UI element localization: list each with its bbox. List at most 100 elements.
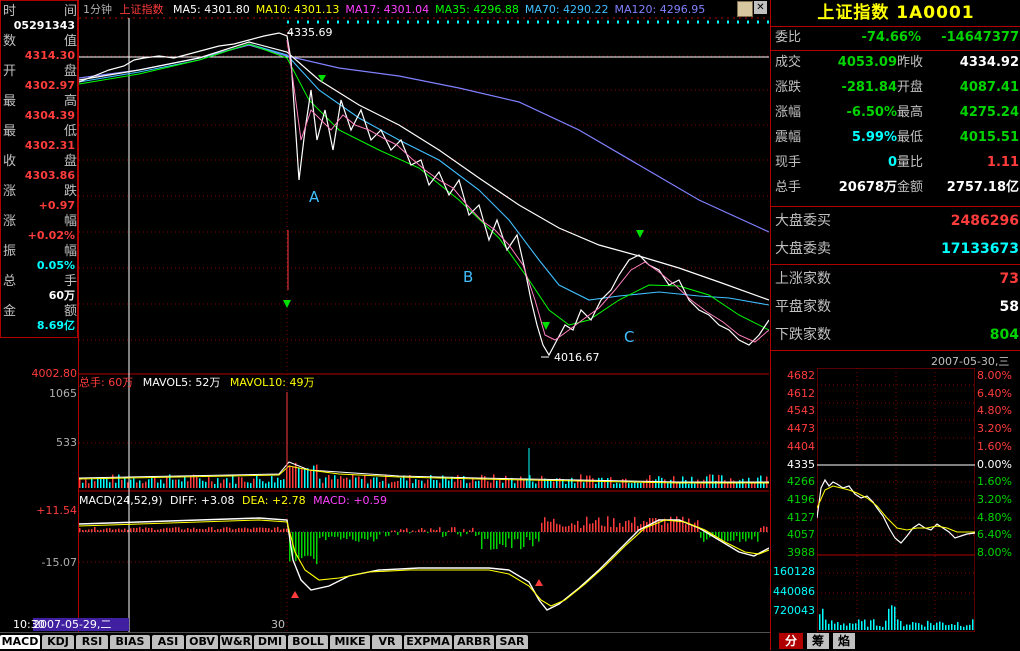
tab-yan[interactable]: 焰	[833, 633, 855, 649]
breadth-value: 804	[990, 321, 1019, 349]
x-time-label: 30	[271, 618, 285, 631]
high-label: 4335.69	[287, 26, 333, 40]
dapan-label: 大盘委卖	[775, 235, 831, 263]
tab-obv[interactable]: OBV	[186, 635, 218, 649]
mini-pct-tick: 6.40%	[977, 388, 1017, 399]
quote-label: 总手	[775, 177, 801, 199]
tab-bias[interactable]: BIAS	[110, 635, 150, 649]
dapan-row: 大盘委买 2486296	[771, 207, 1020, 235]
x-date-label: 2007-05-29,二	[33, 618, 129, 631]
quote-value: 1.11	[987, 152, 1019, 174]
mini-pct-tick: 4.80%	[977, 405, 1017, 416]
volume-header: 总手: 60万 MAVOL5: 52万 MAVOL10: 49万	[79, 376, 314, 390]
tab-arbr[interactable]: ARBR	[454, 635, 494, 649]
mini-price-tick: 4473	[773, 423, 815, 434]
tab-chouma[interactable]: 筹	[807, 633, 829, 649]
quote-label: 最高	[897, 102, 923, 124]
info-value: 8.69亿	[1, 318, 75, 333]
mini-price-tick: 4612	[773, 388, 815, 399]
vol-tick: 1065	[1, 388, 77, 400]
tab-mike[interactable]: MIKE	[330, 635, 370, 649]
mini-vol-tick: 160128	[773, 566, 815, 577]
mini-price-tick: 4682	[773, 370, 815, 381]
info-value: 05291343	[1, 18, 75, 33]
quote-label: 现手	[775, 152, 801, 174]
mini-pct-tick: 4.80%	[977, 512, 1017, 523]
price-scale-top: 4002.80	[1, 368, 77, 380]
breadth-row: 上涨家数 73	[771, 265, 1020, 293]
quote-row: 成交 4053.09 昨收 4334.92	[771, 52, 1020, 74]
tab-kdj[interactable]: KDJ	[42, 635, 74, 649]
breadth-value: 73	[1000, 265, 1019, 293]
wave-label-a: A	[309, 188, 319, 206]
tab-boll[interactable]: BOLL	[288, 635, 328, 649]
mini-vol-tick: 440086	[773, 586, 815, 597]
quote-value: 0	[888, 152, 897, 174]
mini-pct-tick: 8.00%	[977, 370, 1017, 381]
macd-tick: +11.54	[1, 505, 77, 517]
quote-value: 4275.24	[960, 102, 1019, 124]
vol-tick: 533	[1, 437, 77, 449]
dapan-label: 大盘委买	[775, 207, 831, 235]
wave-label-b: B	[463, 268, 473, 286]
kline-chart[interactable]	[79, 0, 769, 632]
mini-price-tick: 4057	[773, 529, 815, 540]
weibi-pct: -74.66%	[861, 27, 921, 49]
info-value: +0.97	[1, 198, 75, 213]
quote-label: 涨跌	[775, 77, 801, 99]
tab-fenshi[interactable]: 分	[779, 633, 803, 649]
mini-price-tick: 4127	[773, 512, 815, 523]
dapan-value: 17133673	[941, 235, 1019, 263]
breadth-row: 平盘家数 58	[771, 293, 1020, 321]
breadth-label: 上涨家数	[775, 265, 831, 293]
quote-value: 20678万	[839, 177, 897, 199]
tab-expma[interactable]: EXPMA	[404, 635, 452, 649]
tab-rsi[interactable]: RSI	[76, 635, 108, 649]
mini-pct-tick: 1.60%	[977, 476, 1017, 487]
mini-price-tick: 4266	[773, 476, 815, 487]
quote-row: 现手 0 量比 1.11	[771, 152, 1020, 174]
breadth-value: 58	[1000, 293, 1019, 321]
breadth-label: 平盘家数	[775, 293, 831, 321]
mini-price-tick: 4196	[773, 494, 815, 505]
mini-pct-tick: 3.20%	[977, 423, 1017, 434]
quote-row: 震幅 5.99% 最低 4015.51	[771, 127, 1020, 149]
info-value: 4302.31	[1, 138, 75, 153]
macd-params: MACD(24,52,9)	[79, 494, 163, 507]
weibi-diff: -14647377	[941, 27, 1019, 49]
tab-macd[interactable]: MACD	[0, 635, 40, 649]
quote-value: -6.50%	[847, 102, 898, 124]
tab-dmi[interactable]: DMI	[254, 635, 286, 649]
breadth-label: 下跌家数	[775, 321, 831, 349]
macd-value: MACD: +0.59	[313, 494, 387, 507]
low-label: 4016.67	[554, 351, 600, 365]
quote-row: 涨幅 -6.50% 最高 4275.24	[771, 102, 1020, 124]
quote-value: 5.99%	[852, 127, 897, 149]
dapan-row: 大盘委卖 17133673	[771, 235, 1020, 263]
info-value: 4304.39	[1, 108, 75, 123]
quote-value: 4334.92	[960, 52, 1019, 74]
info-value: 4303.86	[1, 168, 75, 183]
tab-wr[interactable]: W&R	[220, 635, 252, 649]
info-value: +0.02%	[1, 228, 75, 243]
info-panel: 时 间 05291343 数 值 4314.30 开 盘 4302.97 最 高…	[0, 0, 78, 338]
tab-vr[interactable]: VR	[372, 635, 402, 649]
quote-row: 总手 20678万 金额 2757.18亿	[771, 177, 1020, 199]
weibi-label: 委比	[775, 27, 801, 49]
wave-label-c: C	[624, 328, 634, 346]
mini-price-tick: 3988	[773, 547, 815, 558]
tab-sar[interactable]: SAR	[496, 635, 528, 649]
mini-pct-tick: 1.60%	[977, 441, 1017, 452]
quote-panel: 上证指数 1A0001 委比 -74.66% -14647377 成交 4053…	[770, 0, 1020, 650]
quote-label: 最低	[897, 127, 923, 149]
mini-pct-tick: 6.40%	[977, 529, 1017, 540]
mini-intraday-chart[interactable]	[817, 368, 975, 632]
tab-asi[interactable]: ASI	[152, 635, 184, 649]
quote-value: 2757.18亿	[947, 177, 1019, 199]
quote-label: 量比	[897, 152, 923, 174]
macd-header: MACD(24,52,9) DIFF: +3.08 DEA: +2.78 MAC…	[79, 494, 387, 508]
mini-price-tick: 4335	[773, 459, 815, 470]
quote-row: 涨跌 -281.84 开盘 4087.41	[771, 77, 1020, 99]
mini-price-tick: 4543	[773, 405, 815, 416]
